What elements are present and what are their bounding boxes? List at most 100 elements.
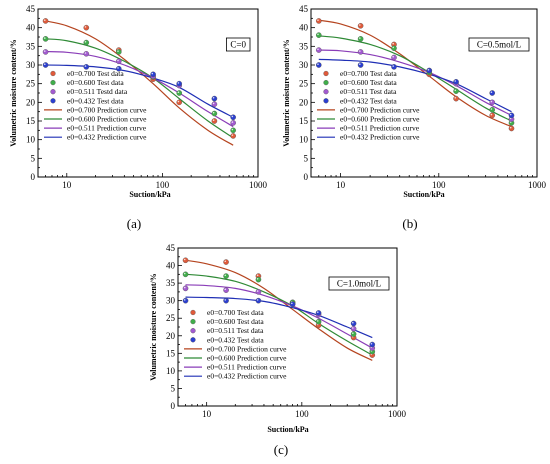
data-point	[230, 133, 236, 139]
panel-label: (a)	[127, 216, 141, 231]
x-tick-label: 10	[62, 180, 72, 190]
data-point	[115, 49, 122, 55]
legend-label: e0=0.700 Prediction curve	[67, 105, 147, 114]
data-point-highlight	[490, 113, 493, 116]
legend-marker	[323, 89, 329, 95]
data-point	[315, 62, 322, 68]
data-point	[182, 271, 189, 278]
x-tick-label: 100	[156, 180, 170, 190]
legend-label: e0=0.432 Prediction curve	[207, 372, 287, 381]
data-point	[230, 120, 236, 126]
prediction-curve	[318, 19, 512, 128]
y-tick-label: 45	[26, 4, 36, 14]
y-tick-label: 15	[166, 348, 176, 358]
data-point-highlight	[212, 102, 215, 105]
data-point	[350, 331, 357, 337]
data-point-highlight	[317, 19, 319, 21]
data-point	[223, 273, 229, 279]
y-tick-label: 30	[299, 60, 309, 70]
legend-label: e0=0.511 Test data	[340, 87, 397, 96]
data-point-highlight	[183, 286, 186, 289]
data-point	[230, 127, 236, 134]
data-point-highlight	[256, 290, 259, 292]
y-tick-label: 25	[26, 79, 36, 89]
data-point-highlight	[454, 89, 457, 92]
y-tick-label: 0	[31, 172, 36, 182]
legend-marker	[323, 98, 329, 104]
y-tick-label: 10	[26, 135, 36, 145]
legend-label: e0=0.432 Test data	[340, 96, 397, 105]
legend-label: e0=0.511 Testd data	[67, 87, 128, 96]
y-axis-title: Volumetric moisture content/%	[9, 39, 18, 147]
data-point-highlight	[224, 260, 227, 263]
data-point	[315, 47, 322, 53]
legend-marker	[190, 328, 196, 334]
data-point	[211, 101, 218, 107]
data-point-highlight	[509, 126, 512, 129]
y-tick-label: 40	[166, 261, 176, 271]
data-point-highlight	[183, 299, 186, 301]
prediction-curve	[318, 58, 512, 113]
y-axis-title: Volumetric moisture content/%	[282, 39, 291, 147]
prediction-curve	[185, 273, 373, 356]
data-point	[453, 88, 459, 94]
y-tick-label: 35	[166, 278, 176, 288]
data-point-highlight	[177, 100, 180, 103]
data-point	[350, 320, 357, 327]
data-point-highlight	[84, 65, 87, 67]
data-point-highlight	[490, 108, 493, 110]
chart-panel-c: 0 5 10 15 20 25 30 35 40 45 10 100 1000 Suction/kPa Vo…	[149, 243, 407, 457]
legend-marker	[323, 70, 329, 77]
data-point-highlight	[231, 134, 234, 136]
y-tick-label: 25	[299, 79, 309, 89]
y-tick-label: 10	[166, 366, 176, 376]
data-point	[211, 110, 218, 117]
legend-label: e0=0.511 Prediction curve	[67, 124, 147, 133]
data-point-highlight	[256, 278, 259, 280]
x-tick-label: 1000	[388, 409, 407, 419]
y-tick-label: 30	[26, 60, 36, 70]
data-point	[211, 118, 218, 124]
y-tick-label: 15	[299, 116, 309, 126]
legend-marker	[190, 319, 196, 325]
data-point-highlight	[454, 97, 457, 99]
data-point	[489, 107, 496, 113]
data-point-highlight	[454, 80, 457, 82]
data-point	[369, 341, 376, 348]
x-tick-label: 100	[295, 409, 309, 419]
data-point-highlight	[224, 288, 227, 291]
data-point-highlight	[352, 327, 354, 329]
x-axis-title: Suction/kPa	[267, 425, 308, 434]
data-point	[391, 54, 397, 61]
legend-marker	[323, 79, 329, 86]
data-point	[176, 80, 183, 87]
data-point	[489, 99, 496, 106]
y-tick-label: 35	[26, 41, 36, 51]
data-point-highlight	[370, 342, 373, 345]
condition-label: C=0.5mol/L	[477, 40, 521, 50]
data-point	[115, 58, 122, 65]
data-point	[350, 325, 357, 332]
x-axis-title: Suction/kPa	[403, 190, 444, 199]
condition-box	[225, 37, 251, 52]
legend-label: e0=0.700 Prediction curve	[340, 105, 420, 114]
data-point-highlight	[359, 50, 361, 52]
legend-marker	[50, 89, 56, 95]
data-point-highlight	[317, 48, 319, 51]
legend-label: e0=0.600 Prediction curve	[340, 115, 420, 124]
data-point	[42, 36, 49, 42]
legend-label: e0=0.432 Test data	[207, 335, 264, 344]
prediction-curve	[45, 38, 234, 139]
data-point-highlight	[316, 320, 319, 322]
legend-marker	[50, 70, 56, 77]
data-point-highlight	[317, 33, 319, 36]
data-point-highlight	[392, 65, 395, 67]
data-point-highlight	[392, 42, 395, 45]
data-point-highlight	[224, 299, 227, 301]
legend-marker	[190, 309, 196, 316]
prediction-curve	[45, 50, 234, 128]
data-point	[42, 62, 49, 68]
data-point-highlight	[490, 100, 493, 103]
y-tick-label: 30	[166, 296, 176, 306]
